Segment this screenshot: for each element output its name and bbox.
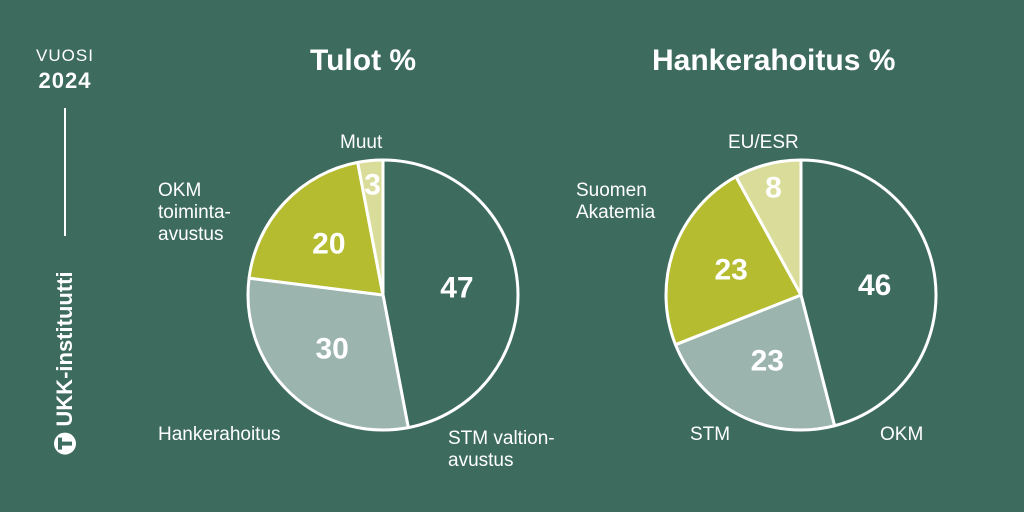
value-label-stm: 23 (751, 345, 784, 378)
value-label-okm: 46 (858, 269, 891, 302)
value-label-eu-esr: 8 (765, 171, 782, 204)
label-eu-esr: EU/ESR (728, 132, 799, 153)
year-value: 2024 (38, 68, 92, 93)
pie-slice-eu-esr (734, 158, 803, 297)
chart-title-hankerahoitus: Hankerahoitus % (652, 44, 896, 77)
value-label-okm-toimintaavustus: 20 (312, 228, 345, 261)
pie-slice-okm (799, 158, 938, 428)
label-okm: OKM (880, 424, 924, 445)
sidebar-divider (64, 108, 66, 236)
chart-title-tulot: Tulot % (310, 44, 417, 77)
label-hankerahoitus: Hankerahoitus (158, 424, 281, 445)
pie-slice-muut (356, 158, 385, 297)
value-label-suomen-akatemia: 23 (714, 253, 747, 286)
label-muut: Muut (340, 132, 383, 153)
pie-chart-tulot: 47 30 20 3 (246, 158, 520, 432)
pie-chart-hankerahoitus: 46 23 23 8 (664, 158, 938, 432)
label-stm-valtionavustus: STM valtion- avustus (448, 428, 555, 471)
pie-slice-stm (673, 293, 837, 432)
label-okm-toimintaavustus: OKM toiminta- avustus (158, 180, 231, 245)
pie-slice-okm-toimintaavustus (247, 160, 385, 297)
label-stm: STM (690, 424, 731, 445)
pie-slice-hankerahoitus (246, 276, 410, 432)
value-label-stm-valtionavustus: 47 (440, 272, 473, 305)
pie-slice-suomen-akatemia (664, 175, 803, 347)
value-label-muut: 3 (364, 168, 381, 201)
pie-slice-stm-valtionavustus (381, 158, 520, 430)
value-label-hankerahoitus: 30 (315, 333, 348, 366)
year-caption: VUOSI (36, 46, 94, 65)
label-suomen-akatemia: Suomen Akatemia (576, 180, 656, 223)
